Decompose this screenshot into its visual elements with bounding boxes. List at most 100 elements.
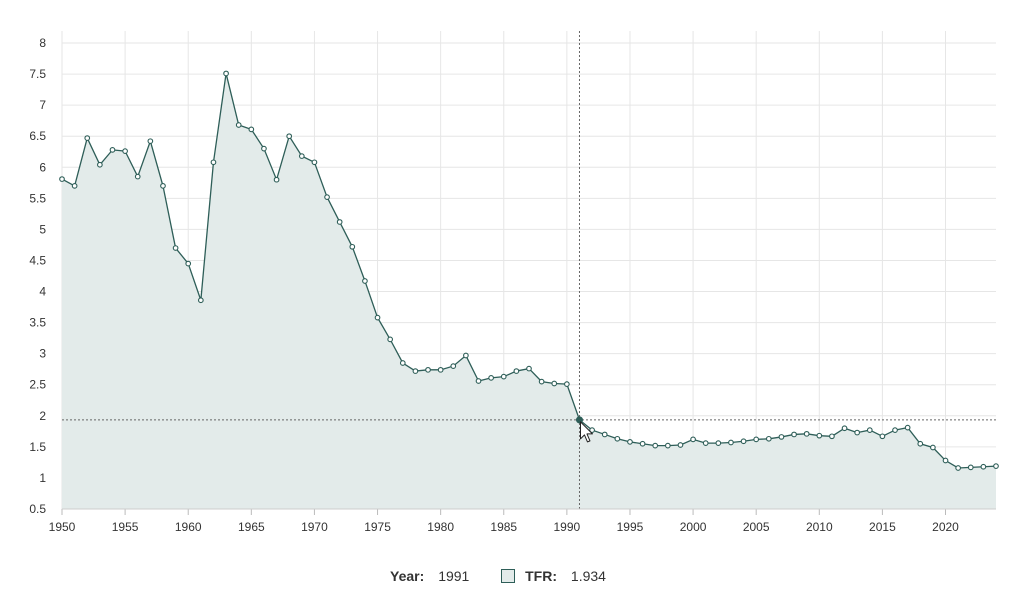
data-point[interactable] [223,70,229,77]
data-point[interactable] [892,427,898,433]
legend-series-swatch[interactable] [501,569,516,583]
x-tick-label: 1985 [490,520,517,534]
data-point[interactable] [753,436,760,443]
data-point[interactable] [816,432,823,439]
data-point[interactable] [412,368,419,374]
y-tick-label: 4.5 [29,253,46,267]
data-point[interactable] [71,183,78,189]
data-point[interactable] [147,138,154,145]
data-point[interactable] [551,380,558,387]
data-point[interactable] [803,430,810,437]
x-tick-label: 1975 [364,520,391,534]
data-point[interactable] [589,427,595,433]
data-point[interactable] [235,122,242,128]
data-point[interactable] [336,219,343,225]
data-point[interactable] [160,183,166,189]
x-tick-label: 2000 [680,520,707,534]
data-point[interactable] [513,368,520,374]
data-point[interactable] [627,439,633,445]
data-point[interactable] [172,245,179,251]
data-point[interactable] [538,378,545,385]
y-tick-label: 5.5 [29,191,46,205]
data-point[interactable] [134,173,141,180]
data-point[interactable] [59,176,65,182]
data-point[interactable] [197,297,204,304]
y-tick-label: 7 [39,98,46,112]
data-point[interactable] [980,463,987,470]
data-point[interactable] [942,457,949,464]
data-point[interactable] [450,363,457,369]
legend-tfr-label: TFR: [525,568,558,584]
data-point[interactable] [639,440,646,447]
data-point[interactable] [286,133,293,140]
data-point[interactable] [97,161,103,168]
data-point[interactable] [84,135,91,141]
data-point[interactable] [652,442,659,449]
data-point[interactable] [866,427,873,433]
x-tick-label: 1995 [617,520,644,534]
data-point[interactable] [841,425,848,432]
data-point[interactable] [425,366,431,373]
data-point[interactable] [463,352,469,359]
y-tick-label: 2 [39,409,46,423]
data-point[interactable] [917,440,924,447]
data-point[interactable] [715,440,722,446]
data-point[interactable] [664,442,671,449]
data-point[interactable] [185,260,192,267]
data-point[interactable] [399,360,406,366]
data-point[interactable] [778,434,785,440]
data-point[interactable] [526,365,532,372]
data-point[interactable] [273,176,280,183]
y-tick-label: 3 [39,347,46,361]
data-point[interactable] [690,436,696,443]
data-point[interactable] [311,159,318,166]
x-tick-label: 2015 [869,520,896,534]
x-tick-label: 2005 [743,520,770,534]
data-point[interactable] [955,465,961,471]
data-point[interactable] [740,438,747,445]
data-point[interactable] [248,126,255,133]
data-point[interactable] [854,429,861,436]
data-point[interactable] [298,153,305,159]
x-axis: 1950 1955 1960 1965 1970 1975 1980 1985 1990 1995… [49,508,996,534]
data-point[interactable] [614,435,621,442]
data-point[interactable] [564,381,570,387]
points-layer[interactable] [59,70,999,471]
y-axis: 0.5 1 1.5 2 2.5 3 3.5 4 4.5 5 5.5 6 6.5 7 7.5 8 [29,36,46,516]
data-point[interactable] [993,463,999,469]
legend-tfr-value: 1.934 [570,568,606,584]
tooltip-legend: Year: 1991 TFR: 1.934 [0,568,1024,584]
data-point[interactable] [387,336,394,343]
data-point[interactable] [210,159,217,166]
data-point[interactable] [702,440,709,446]
data-point[interactable] [437,366,444,373]
data-point[interactable] [349,243,356,250]
data-point[interactable] [488,375,494,381]
data-point[interactable] [677,442,684,448]
data-point[interactable] [374,314,381,321]
data-point[interactable] [728,439,734,446]
data-point[interactable] [930,444,936,451]
data-point[interactable] [879,433,886,440]
data-point[interactable] [601,431,608,438]
data-point[interactable] [500,373,507,380]
data-point[interactable] [122,148,128,154]
data-point[interactable] [967,464,974,471]
data-point[interactable] [829,433,835,440]
data-point[interactable] [261,145,267,152]
data-point[interactable] [362,278,368,284]
data-point[interactable] [324,194,330,200]
data-point-active[interactable] [575,416,584,424]
x-tick-label: 2020 [932,520,959,534]
data-point[interactable] [791,431,797,438]
data-point[interactable] [765,435,772,442]
legend-year-label: Year: [390,568,425,584]
data-point[interactable] [475,378,482,384]
tfr-area-fill [62,73,996,509]
data-point[interactable] [109,147,116,153]
y-tick-label: 7.5 [29,67,46,81]
data-point[interactable] [904,424,911,431]
y-tick-label: 8 [39,36,46,50]
